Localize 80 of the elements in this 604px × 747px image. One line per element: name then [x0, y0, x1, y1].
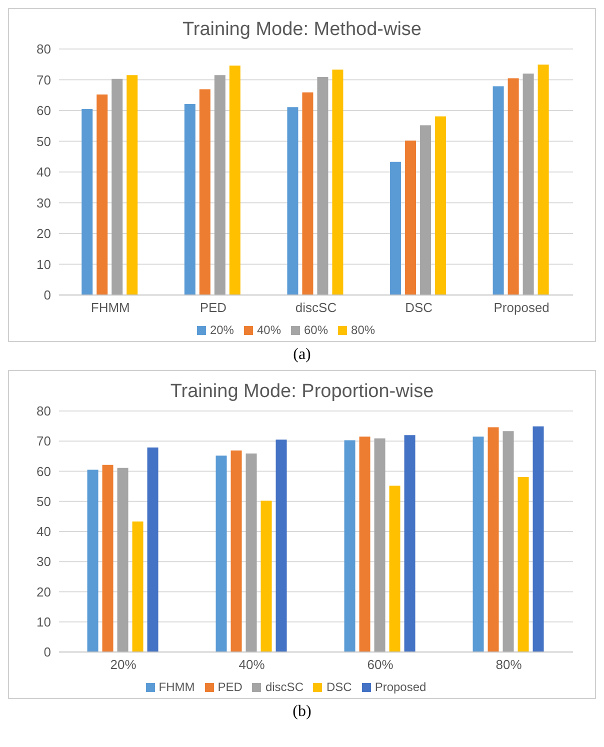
legend-label: discSC: [265, 680, 304, 694]
y-tick-label: 0: [44, 288, 51, 303]
y-tick-label: 40: [36, 164, 51, 180]
legend-label: 40%: [256, 323, 281, 337]
bar: [230, 450, 242, 652]
x-tick-label: 20%: [110, 657, 137, 672]
legend-label: DSC: [326, 680, 352, 694]
bar: [522, 74, 534, 295]
legend-label: 20%: [210, 323, 234, 337]
bar: [87, 470, 98, 652]
y-tick-label: 20: [36, 226, 51, 242]
bar: [287, 107, 298, 295]
bar: [246, 453, 257, 652]
bar: [260, 500, 272, 652]
bar: [538, 64, 549, 295]
x-tick-label: 80%: [496, 657, 522, 672]
bar: [488, 427, 499, 652]
y-tick-label: 50: [36, 494, 51, 509]
legend-label: Proposed: [374, 680, 426, 694]
bar: [472, 436, 484, 652]
bar: [229, 66, 240, 295]
bar: [117, 468, 128, 652]
y-tick-label: 80: [36, 404, 51, 419]
bar: [332, 70, 344, 295]
y-tick-label: 60: [36, 103, 51, 118]
bar: [405, 140, 416, 295]
bar: [276, 440, 287, 652]
x-tick-label: Proposed: [494, 300, 550, 316]
bar: [214, 75, 226, 295]
bar: [508, 78, 519, 295]
bar: [532, 426, 544, 652]
y-tick-label: 10: [36, 256, 51, 272]
legend-label: PED: [218, 680, 242, 694]
y-tick-label: 10: [36, 614, 51, 630]
bar: [317, 76, 328, 295]
bar: [518, 476, 529, 652]
y-tick-label: 30: [36, 554, 51, 570]
legend-label: 60%: [304, 323, 328, 337]
y-tick-label: 80: [36, 42, 51, 57]
y-tick-label: 20: [36, 584, 51, 600]
text: (a): [292, 345, 312, 365]
text: (b): [292, 702, 312, 722]
bar: [199, 89, 210, 295]
bar: [389, 486, 400, 652]
bar: [404, 435, 416, 652]
bar: [390, 162, 402, 295]
bar: [126, 75, 138, 295]
bar: [216, 456, 227, 652]
bar: [359, 436, 370, 652]
x-tick-label: DSC: [405, 300, 433, 316]
bar: [502, 431, 514, 652]
y-tick-label: 50: [36, 134, 51, 149]
y-tick-label: 40: [36, 524, 51, 540]
bar: [147, 447, 158, 652]
x-tick-label: PED: [200, 300, 227, 316]
bar: [420, 125, 432, 295]
chart-title: Training Mode: Proportion-wise: [169, 380, 435, 403]
x-tick-label: 40%: [238, 657, 266, 672]
y-tick-label: 0: [44, 644, 51, 660]
y-tick-label: 70: [36, 72, 51, 88]
y-tick-label: 60: [36, 464, 51, 479]
bar: [96, 94, 108, 295]
bar: [112, 78, 123, 295]
bar: [435, 116, 446, 295]
bar: [344, 440, 356, 652]
y-tick-label: 30: [36, 195, 51, 210]
bar: [102, 464, 114, 652]
x-tick-label: 60%: [367, 657, 394, 672]
chart-title: Training Mode: Method-wise: [181, 18, 422, 41]
bar: [302, 92, 314, 295]
bar: [184, 104, 196, 295]
bar: [82, 108, 93, 295]
bar: [492, 86, 504, 295]
legend-label: FHMM: [158, 680, 195, 694]
bar: [374, 438, 386, 652]
x-tick-label: FHMM: [90, 300, 130, 316]
x-tick-label: discSC: [295, 300, 337, 316]
legend-label: 80%: [351, 323, 376, 337]
bar: [132, 522, 144, 652]
y-tick-label: 70: [36, 434, 51, 449]
